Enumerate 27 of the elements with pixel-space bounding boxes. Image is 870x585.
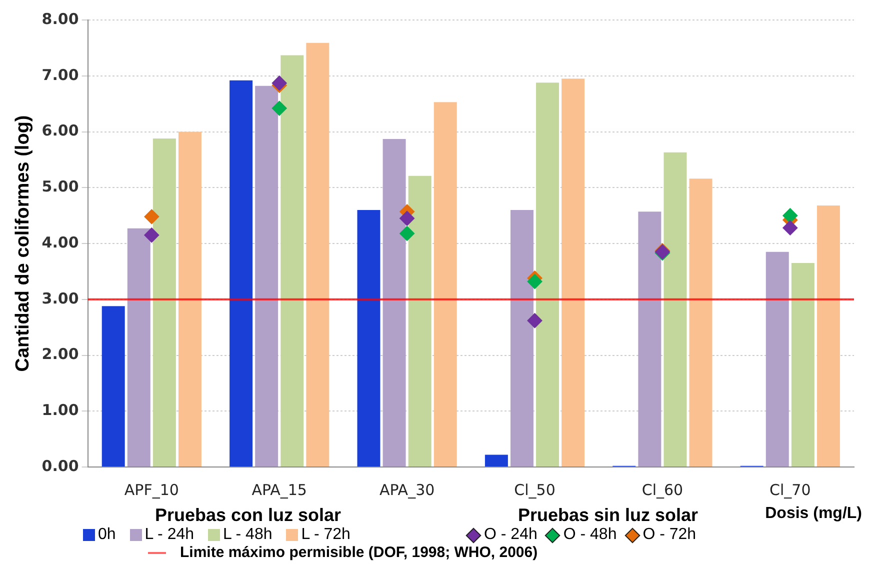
y-tick-label: 5.00	[42, 178, 79, 196]
x-tick-label: Cl_70	[770, 480, 811, 499]
x-tick-label: Cl_60	[642, 480, 684, 499]
legend-label: L - 24h	[144, 526, 194, 544]
legend-label: O - 24h	[483, 526, 538, 544]
x-tick-label: Cl_50	[514, 480, 556, 499]
y-tick-label: 6.00	[42, 122, 79, 140]
y-tick-label: 0.00	[42, 456, 79, 475]
x-tick-label: APF_10	[124, 480, 179, 499]
y-tick-label: 4.00	[42, 233, 79, 252]
text: Pruebas con luz solar	[154, 505, 342, 526]
y-tick-label: 1.00	[42, 401, 79, 420]
legend-label: 0h	[97, 526, 116, 544]
legend-label: L - 72h	[300, 526, 350, 544]
legend-label: Limite máximo permisible (DOF, 1998; WHO, 2006)	[179, 544, 539, 561]
x-tick-label: APA_30	[379, 480, 435, 499]
x-axis-title: Dosis (mg/L)	[765, 505, 862, 523]
y-tick-label: 2.00	[42, 345, 79, 364]
legend-label: L - 48h	[222, 526, 272, 544]
text: Pruebas sin luz solar	[516, 505, 700, 526]
legend-label: O - 48h	[562, 526, 617, 544]
legend-label: O - 72h	[642, 526, 696, 544]
y-tick-label: 8.00	[42, 10, 79, 28]
y-tick-label: 7.00	[42, 66, 79, 84]
y-tick-label: 3.00	[42, 289, 79, 308]
y-axis-title: Cantidad de coliformes (log)	[12, 115, 34, 372]
x-tick-label: APA_15	[252, 480, 307, 499]
